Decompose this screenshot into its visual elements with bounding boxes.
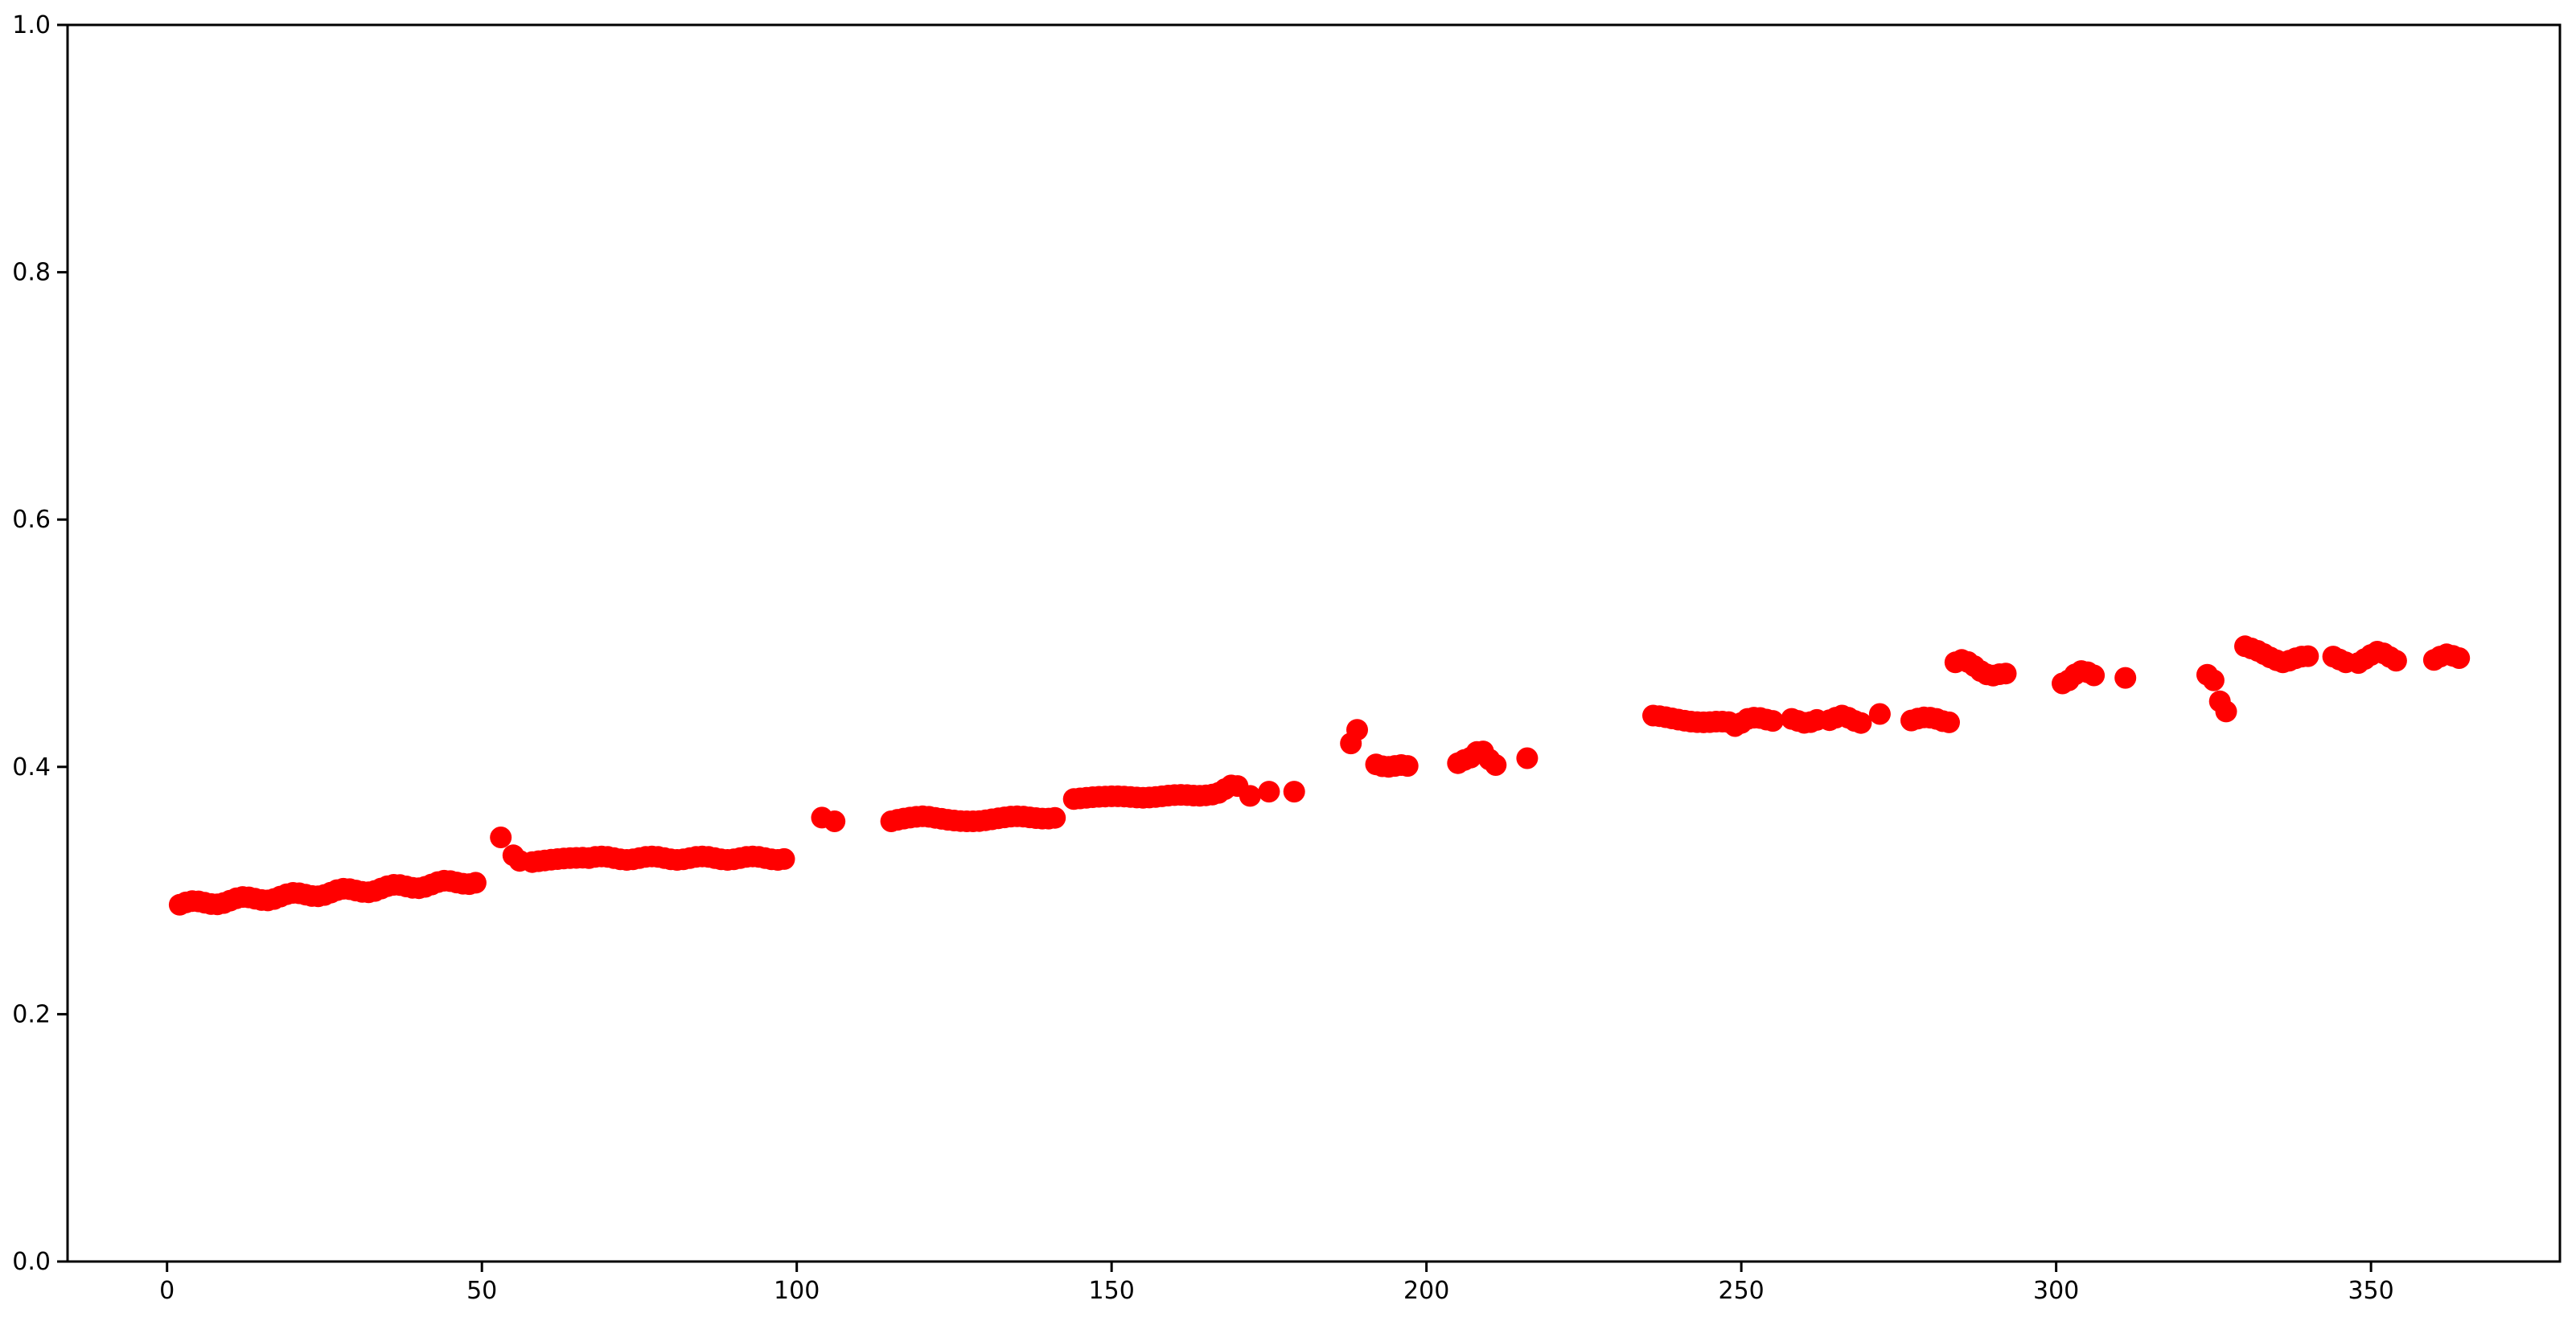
- scatter-dot: [2297, 645, 2319, 667]
- plot-box-spine: [66, 23, 2562, 1263]
- y-tick-label: 0.6: [12, 506, 51, 534]
- x-tick-label: 50: [466, 1277, 497, 1305]
- y-axis-tick-labels: 0.0 0.2 0.4 0.6 0.8 1.0: [12, 11, 51, 1276]
- scatter-dot: [773, 847, 795, 870]
- scatter-dot: [490, 827, 512, 848]
- scatter-dot: [1239, 785, 1261, 807]
- x-axis-tick-labels: 0 50 100 150 200 250 300 350: [159, 1277, 2394, 1305]
- scatter-dot: [2202, 669, 2225, 691]
- scatter-dot: [2083, 664, 2106, 687]
- scatter-points: [168, 635, 2471, 916]
- scatter-dot: [1396, 755, 1419, 777]
- scatter-dot: [1516, 747, 1539, 769]
- x-tick-label: 300: [2033, 1277, 2079, 1305]
- scatter-dot: [464, 872, 487, 894]
- y-tick-label: 0.0: [12, 1248, 51, 1276]
- plot-spines: [66, 23, 2562, 1263]
- scatter-dot: [1258, 781, 1280, 803]
- x-axis-ticks: [166, 1262, 2373, 1272]
- scatter-dot: [1346, 719, 1368, 741]
- scatter-dot: [1283, 781, 1305, 803]
- y-tick-label: 0.4: [12, 753, 51, 782]
- x-tick-label: 250: [1719, 1277, 1765, 1305]
- scatter-dot: [2215, 700, 2237, 723]
- scatter-dot: [1868, 703, 1891, 725]
- y-axis-ticks: [57, 23, 68, 1263]
- scatter-dot: [1761, 710, 1784, 732]
- y-tick-label: 0.8: [12, 259, 51, 287]
- scatter-dot: [2385, 650, 2407, 672]
- scatter-dot: [1044, 806, 1066, 829]
- y-tick-label: 1.0: [12, 11, 51, 39]
- x-tick-label: 200: [1403, 1277, 1449, 1305]
- scatter-dot: [1850, 712, 1872, 734]
- scatter-dot: [1938, 711, 1960, 733]
- x-tick-label: 0: [159, 1277, 175, 1305]
- scatter-dot: [824, 810, 846, 832]
- scatter-dot: [2114, 667, 2137, 689]
- x-tick-label: 150: [1089, 1277, 1135, 1305]
- scatter-dot: [2448, 647, 2471, 669]
- x-tick-label: 350: [2348, 1277, 2393, 1305]
- y-tick-label: 0.2: [12, 1000, 51, 1028]
- x-tick-label: 100: [774, 1277, 820, 1305]
- scatter-dot: [1995, 663, 2017, 685]
- scatter-dot: [1485, 754, 1507, 776]
